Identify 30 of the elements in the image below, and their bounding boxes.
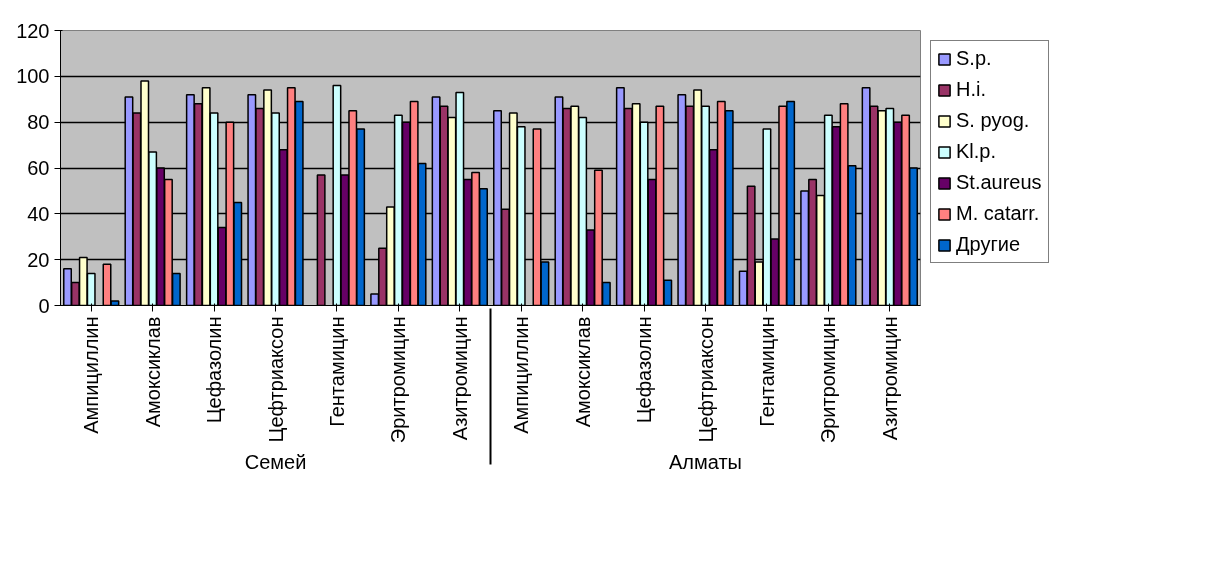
x-tick-label: Амоксиклав — [141, 316, 164, 428]
y-tick-label: 60 — [27, 157, 50, 179]
legend-label: Kl.p. — [956, 140, 997, 163]
y-tick-label: 80 — [27, 111, 50, 134]
x-tick-label: Ампициллин — [80, 316, 103, 434]
x-tick-label: Гентамицин — [755, 316, 778, 427]
legend-label: S. pyog. — [956, 109, 1030, 132]
text: Семей — [244, 451, 307, 474]
x-tick-label: Гентамицин — [325, 316, 348, 427]
text: Алматы — [669, 451, 742, 474]
x-tick-label: Ампициллин — [510, 316, 533, 434]
y-tick-label: 120 — [16, 19, 50, 42]
x-tick-label: Цефтриаксон — [694, 316, 717, 443]
x-tick-label: Амоксиклав — [571, 316, 594, 428]
x-tick-label: Азитромицин — [448, 316, 471, 441]
x-tick-label: Цефазолин — [203, 316, 226, 424]
legend-label: S.p. — [956, 47, 992, 70]
x-tick-label: Эритромицин — [817, 316, 840, 444]
x-tick-label: Азитромицин — [878, 316, 901, 441]
x-tick-label: Цефазолин — [633, 316, 656, 424]
x-tick-label: Цефтриаксон — [264, 316, 287, 443]
y-tick-label: 40 — [27, 202, 50, 225]
y-tick-label: 0 — [38, 294, 50, 317]
y-tick-label: 20 — [27, 248, 50, 271]
legend-label: M. catarr. — [956, 202, 1040, 225]
legend-label: Другие — [956, 233, 1021, 256]
legend-label: St.aureus — [956, 171, 1042, 194]
y-tick-label: 100 — [16, 65, 50, 88]
x-tick-label: Эритромицин — [387, 316, 410, 444]
legend-label: H.i. — [956, 78, 986, 101]
